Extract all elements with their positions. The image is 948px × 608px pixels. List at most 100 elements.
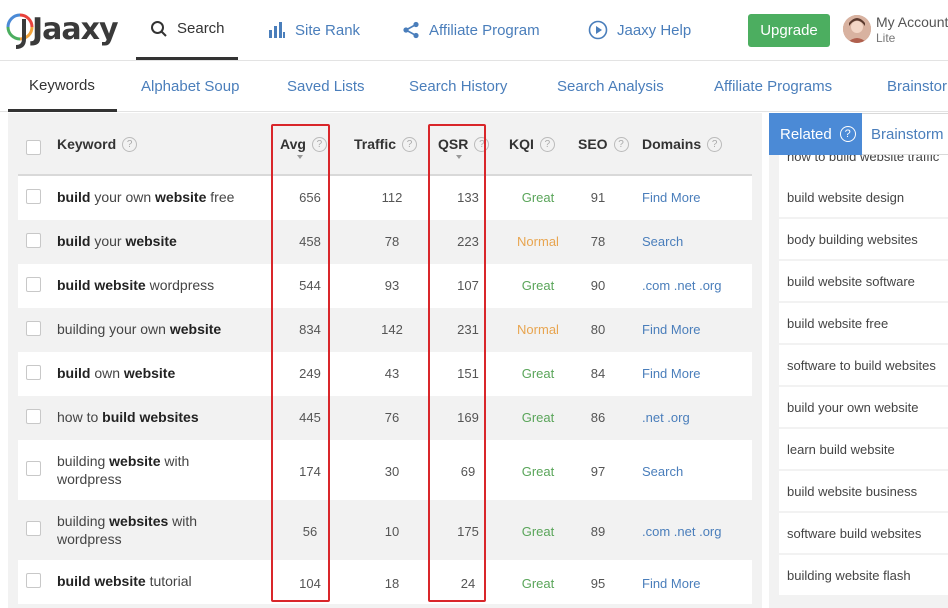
keyword-cell[interactable]: build your own website free — [57, 188, 267, 206]
col-domains[interactable]: Domains ? — [642, 136, 723, 152]
col-qsr[interactable]: QSR ? — [438, 136, 490, 152]
avg-value: 249 — [299, 366, 321, 381]
nav-affiliate-program[interactable]: Affiliate Program — [402, 0, 540, 60]
col-kqi-label: KQI — [509, 136, 534, 152]
keyword-cell[interactable]: how to build websites — [57, 408, 267, 426]
keyword-cell[interactable]: build website wordpress — [57, 276, 267, 294]
keyword-text: building — [57, 453, 110, 469]
related-keyword-item[interactable]: build your own website — [779, 387, 948, 427]
row-checkbox[interactable] — [26, 233, 41, 248]
keyword-text: with wordpress — [57, 453, 190, 487]
domains-link[interactable]: .net .org — [642, 410, 690, 425]
table-row[interactable]: build your own website free 656 112 133 91 Gr… — [18, 176, 752, 220]
domains-link[interactable]: Find More — [642, 576, 701, 591]
domains-link[interactable]: .com .net .org — [642, 278, 722, 293]
help-icon[interactable]: ? — [474, 136, 490, 152]
seo-value: 97 — [590, 464, 606, 479]
kqi-value: Great — [521, 464, 555, 479]
row-checkbox[interactable] — [26, 277, 41, 292]
help-icon[interactable]: ? — [122, 136, 138, 152]
traffic-value: 93 — [384, 278, 400, 293]
domains-link[interactable]: .com .net .org — [642, 524, 722, 539]
domains-link[interactable]: Search — [642, 464, 684, 479]
row-checkbox[interactable] — [26, 461, 41, 476]
related-keyword-item[interactable]: body building websites — [779, 219, 948, 259]
keyword-match-text: websites — [109, 513, 169, 529]
tab-related[interactable]: Related ? — [769, 113, 862, 155]
keyword-cell[interactable]: build own website — [57, 364, 267, 382]
tab-affiliate-programs[interactable]: Affiliate Programs — [714, 78, 833, 95]
row-checkbox[interactable] — [26, 189, 41, 204]
qsr-value: 24 — [460, 576, 476, 591]
help-icon[interactable]: ? — [311, 136, 327, 152]
col-kqi[interactable]: KQI ? — [509, 136, 555, 152]
col-seo[interactable]: SEO ? — [578, 136, 629, 152]
kqi-value: Normal — [517, 322, 559, 337]
logo-mark-icon — [6, 13, 34, 49]
keyword-cell[interactable]: building websites with wordpress — [57, 512, 217, 548]
col-avg[interactable]: Avg ? — [280, 136, 327, 152]
tab-alphabet-soup[interactable]: Alphabet Soup — [141, 78, 240, 95]
help-icon[interactable]: ? — [402, 136, 418, 152]
domains-link[interactable]: Find More — [642, 190, 701, 205]
related-keyword-item[interactable]: learn build website — [779, 429, 948, 469]
keyword-cell[interactable]: build your website — [57, 232, 267, 250]
keyword-cell[interactable]: building your own website — [57, 320, 267, 338]
col-keyword-label: Keyword — [57, 136, 117, 152]
account-name[interactable]: My Account — [876, 14, 948, 30]
upgrade-button[interactable]: Upgrade — [748, 14, 830, 47]
row-checkbox[interactable] — [26, 521, 41, 536]
tab-brainstorm-side[interactable]: Brainstorm — [862, 113, 948, 155]
tab-search-analysis[interactable]: Search Analysis — [557, 78, 664, 95]
nav-jaaxy-help-label: Jaaxy Help — [617, 21, 692, 39]
table-header: Keyword ? Avg ? Traffic ? QSR ? KQI ? — [18, 113, 752, 176]
keyword-text: building your own — [57, 321, 170, 337]
related-keyword-item[interactable]: build website design — [779, 177, 948, 217]
jaaxy-logo[interactable]: Jaaxy — [6, 6, 119, 52]
related-keyword-item[interactable]: software build websites — [779, 513, 948, 553]
table-row[interactable]: how to build websites 445 76 169 86 Great .net… — [18, 396, 752, 440]
table-row[interactable]: building website with wordpress 174 30 69 97… — [18, 440, 752, 500]
related-tabs: Related ? Brainstorm — [769, 113, 948, 155]
table-row[interactable]: building your own website 834 142 231 80 Norm… — [18, 308, 752, 352]
help-icon[interactable]: ? — [839, 126, 856, 142]
row-checkbox[interactable] — [26, 321, 41, 336]
nav-site-rank[interactable]: Site Rank — [268, 0, 360, 60]
nav-search[interactable]: Search — [136, 0, 238, 60]
row-checkbox[interactable] — [26, 573, 41, 588]
keyword-match-text: website — [169, 321, 222, 337]
domains-link[interactable]: Find More — [642, 366, 701, 381]
related-keyword-item[interactable]: software to build websites — [779, 345, 948, 385]
avatar[interactable] — [843, 15, 871, 43]
related-keyword-item[interactable]: build website free — [779, 303, 948, 343]
row-checkbox[interactable] — [26, 409, 41, 424]
tab-search-history[interactable]: Search History — [409, 78, 508, 95]
domains-link[interactable]: Search — [642, 234, 684, 249]
related-keyword-item[interactable]: building website flash — [779, 555, 948, 595]
sort-caret-icon[interactable] — [297, 155, 303, 159]
help-icon[interactable]: ? — [707, 136, 723, 152]
tab-keywords[interactable]: Keywords — [8, 61, 117, 112]
table-row[interactable]: build website tutorial 104 18 24 95 Great Find… — [18, 560, 752, 604]
col-traffic[interactable]: Traffic ? — [354, 136, 418, 152]
help-icon[interactable]: ? — [613, 136, 629, 152]
table-row[interactable]: build own website 249 43 151 84 Great Find Mor… — [18, 352, 752, 396]
sort-caret-icon[interactable] — [456, 155, 462, 159]
table-row[interactable]: build your website 458 78 223 78 Normal Search — [18, 220, 752, 264]
related-keyword-item[interactable]: build website software — [779, 261, 948, 301]
tab-brainstorm[interactable]: Brainstorm — [887, 78, 948, 95]
help-icon[interactable]: ? — [539, 136, 555, 152]
row-checkbox[interactable] — [26, 365, 41, 380]
table-row[interactable]: build website wordpress 544 93 107 90 Great .c… — [18, 264, 752, 308]
related-keyword-item[interactable]: build website business — [779, 471, 948, 511]
domains-link[interactable]: Find More — [642, 322, 701, 337]
tab-saved-lists[interactable]: Saved Lists — [287, 78, 365, 95]
avg-value: 656 — [299, 190, 321, 205]
keyword-cell[interactable]: build website tutorial — [57, 572, 267, 590]
col-keyword[interactable]: Keyword ? — [57, 136, 138, 152]
keyword-cell[interactable]: building website with wordpress — [57, 452, 217, 488]
select-all-checkbox[interactable] — [26, 140, 41, 155]
nav-jaaxy-help[interactable]: Jaaxy Help — [588, 0, 691, 60]
table-row[interactable]: building websites with wordpress 56 10 175 8… — [18, 500, 752, 560]
qsr-value: 169 — [457, 410, 479, 425]
